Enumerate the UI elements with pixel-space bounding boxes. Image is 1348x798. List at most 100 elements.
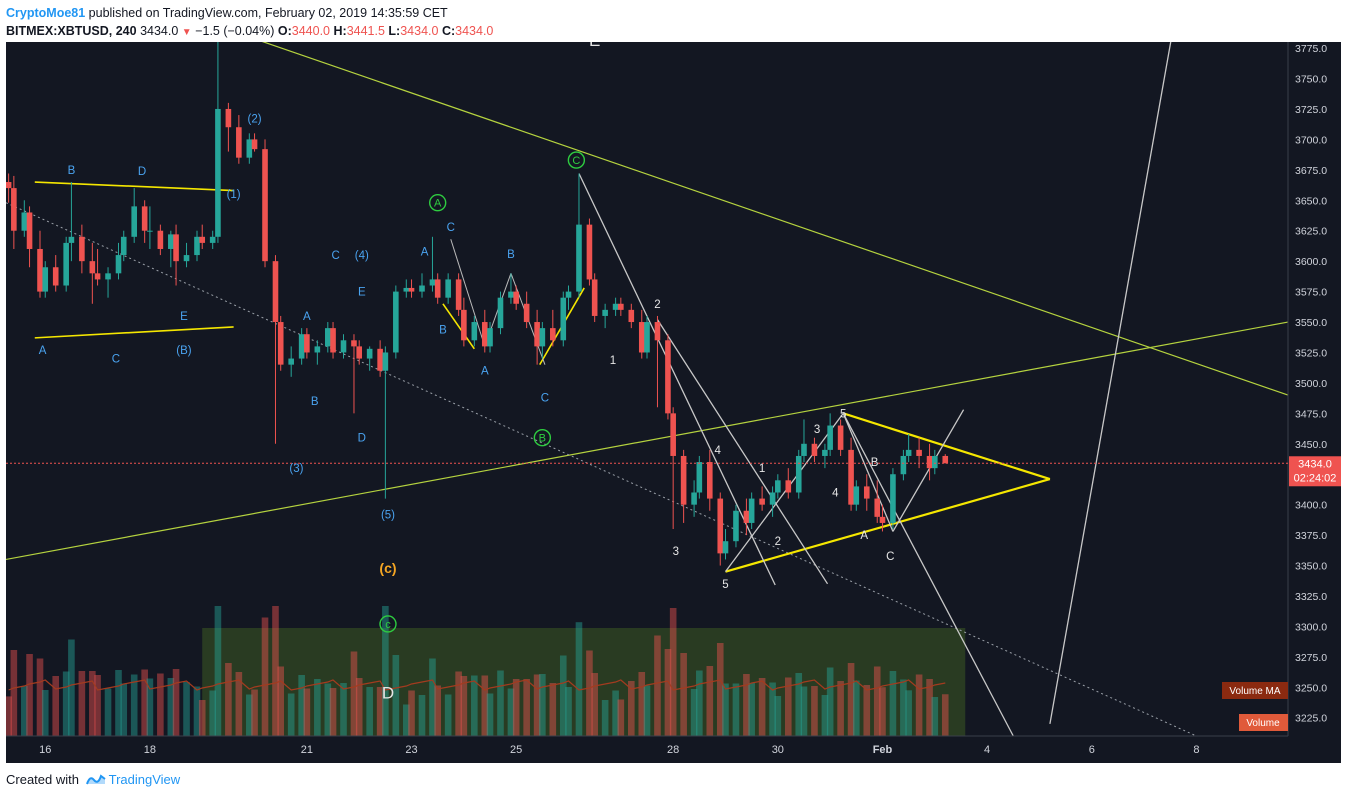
symbol-label[interactable]: BITMEX:XBTUSD, 240 (6, 24, 137, 38)
price-change: −1.5 (−0.04%) (195, 24, 275, 38)
candle-body (26, 212, 33, 249)
candle-body (576, 224, 582, 292)
candle-body (748, 498, 755, 523)
candle-body (366, 348, 373, 359)
volume-bar (821, 695, 829, 736)
wave-label: C (886, 551, 894, 563)
wave-label: 2 (775, 536, 781, 548)
volume-bar (539, 674, 546, 736)
wave-circle (379, 615, 397, 633)
time-tick-label: 25 (510, 744, 522, 756)
published-text: published on TradingView.com, February 0… (88, 6, 448, 20)
candle-body (251, 139, 258, 150)
volume-bar (643, 685, 651, 736)
circled-wave-label: A (434, 198, 442, 210)
candle-body (926, 455, 933, 469)
volume-bar (193, 686, 201, 736)
time-tick-label: 28 (667, 744, 679, 756)
volume-bar (94, 675, 101, 736)
candle-body (769, 492, 776, 505)
volume-bar (434, 685, 441, 736)
volume-bar (512, 679, 520, 736)
candle-body (916, 449, 922, 456)
candle-body (550, 328, 556, 341)
publish-line: CryptoMoe81 published on TradingView.com… (6, 4, 493, 22)
wave-label: B (507, 249, 515, 261)
time-axis[interactable] (6, 736, 1341, 763)
author-link[interactable]: CryptoMoe81 (6, 6, 86, 20)
wave-label: (1) (227, 189, 241, 201)
candle-body (141, 206, 148, 231)
volume-bar (303, 688, 311, 736)
candle-body (94, 273, 101, 280)
candle-body (890, 474, 896, 523)
wave-label: B (439, 324, 447, 336)
chart-area[interactable]: A B C D E (B) (1) (2) A B C (4) E D (3) (5) A C B A B C 1 2 3 4 5 1… (5, 29, 1341, 763)
candle-body (215, 108, 221, 237)
wave-label: 4 (714, 445, 721, 457)
volume-bar (261, 617, 269, 736)
volume-bar (115, 670, 122, 736)
wave-label: B (311, 396, 319, 408)
candle-body (429, 279, 436, 286)
volume-bar (601, 700, 609, 736)
volume-bar (376, 687, 384, 736)
volume-bar (209, 690, 216, 736)
candle-body (68, 236, 75, 243)
volume-bar (272, 606, 279, 736)
price-tick-label: 3475.0 (1295, 408, 1327, 420)
volume-bar (324, 683, 332, 736)
price-axis[interactable] (1288, 42, 1341, 763)
candle-body (481, 322, 488, 347)
volume-bar (21, 686, 28, 736)
candle-body (874, 498, 881, 517)
candle-body (523, 303, 530, 323)
time-tick-label: 21 (301, 744, 313, 756)
candle-body (534, 322, 540, 347)
candle-body (461, 309, 467, 341)
candle-body (471, 322, 478, 341)
candle-body (508, 291, 514, 298)
wave-label: A (303, 311, 311, 323)
candle-body (591, 279, 598, 316)
tradingview-brand[interactable]: TradingView (108, 772, 181, 787)
candle-body (340, 340, 347, 353)
candle-body (225, 108, 232, 128)
close-value: 3434.0 (455, 24, 494, 38)
candle-body (21, 212, 28, 231)
volume-bar (774, 696, 782, 736)
volume-bar (716, 643, 724, 736)
wave-circle (533, 429, 552, 447)
wave-label: 3 (673, 546, 679, 558)
candle-body (419, 285, 425, 292)
price-tick-label: 3400.0 (1295, 500, 1327, 512)
white-trendline (656, 319, 829, 585)
candle-body (183, 255, 190, 262)
bar-countdown: 02:24:02 (1294, 472, 1337, 484)
volume-bar (340, 683, 347, 736)
volume-bar (198, 700, 206, 736)
candle-body (330, 328, 336, 353)
triangle-trendline (842, 412, 1051, 481)
volume-bar (287, 693, 295, 736)
candle-body (236, 127, 242, 158)
candle-body (455, 279, 462, 310)
candle-body (445, 279, 451, 298)
volume-bar (941, 694, 949, 736)
triangle-trendline (725, 478, 1051, 573)
volume-bar (120, 683, 128, 736)
white-trendline (724, 412, 844, 573)
volume-bar (748, 683, 755, 736)
wave-label: D (382, 684, 394, 703)
white-trendline (842, 413, 894, 532)
volume-bar (873, 666, 881, 736)
price-tick-label: 3225.0 (1295, 713, 1327, 725)
wave-label: (c) (379, 560, 396, 576)
volume-bar (696, 670, 703, 736)
volume-bar (612, 690, 619, 736)
volume-bar (853, 680, 860, 736)
trend-trendline (228, 29, 1289, 396)
candle-body (691, 492, 697, 505)
volume-bar (889, 671, 897, 736)
